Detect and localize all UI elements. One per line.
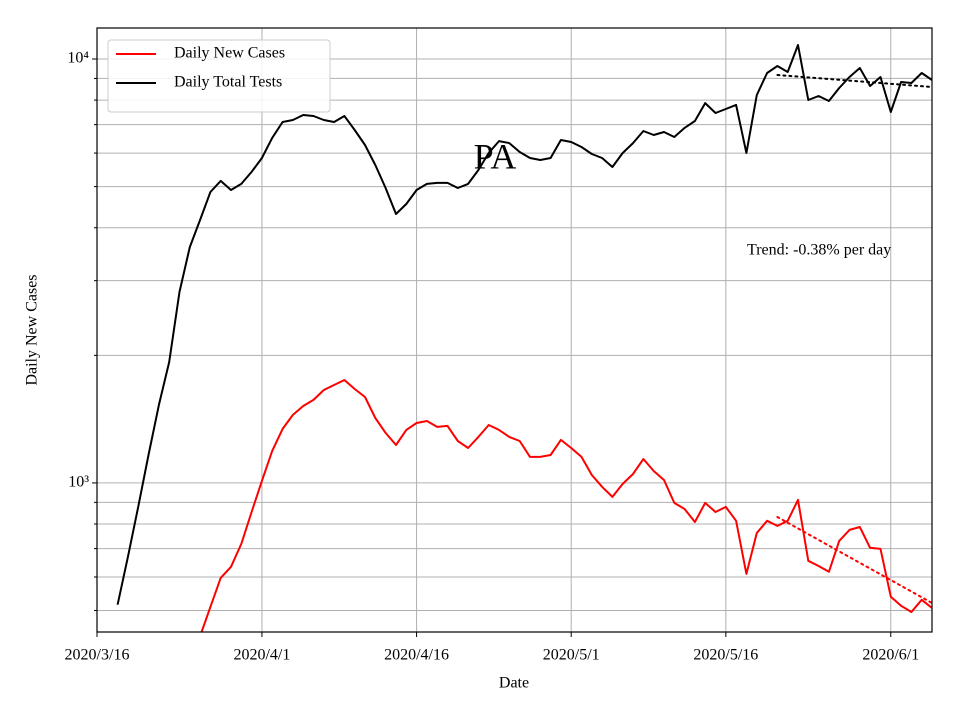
series-line	[200, 379, 932, 632]
legend-label: Daily New Cases	[174, 45, 285, 62]
x-tick-label: 2020/3/16	[65, 647, 130, 664]
series-line	[116, 44, 932, 605]
y-tick-label: 10³	[68, 474, 89, 491]
annotation: Trend: -0.38% per day	[747, 242, 891, 259]
chart-title: PA	[474, 136, 517, 176]
plot-frame	[96, 27, 933, 633]
x-tick-label: 2020/4/16	[384, 647, 449, 664]
plot-lines	[116, 44, 932, 632]
x-axis-label: Date	[499, 675, 529, 692]
x-tick-label: 2020/4/1	[233, 647, 290, 664]
y-tick-label: 10⁴	[67, 50, 89, 67]
legend-label: Daily Total Tests	[174, 74, 282, 91]
x-tick-label: 2020/6/1	[862, 647, 919, 664]
legend: Daily New Cases Daily Total Tests	[107, 39, 331, 113]
legend-box	[107, 39, 331, 113]
y-axis-label: Daily New Cases	[24, 274, 41, 385]
x-tick-label: 2020/5/16	[693, 647, 758, 664]
x-tick-label: 2020/5/1	[543, 647, 600, 664]
